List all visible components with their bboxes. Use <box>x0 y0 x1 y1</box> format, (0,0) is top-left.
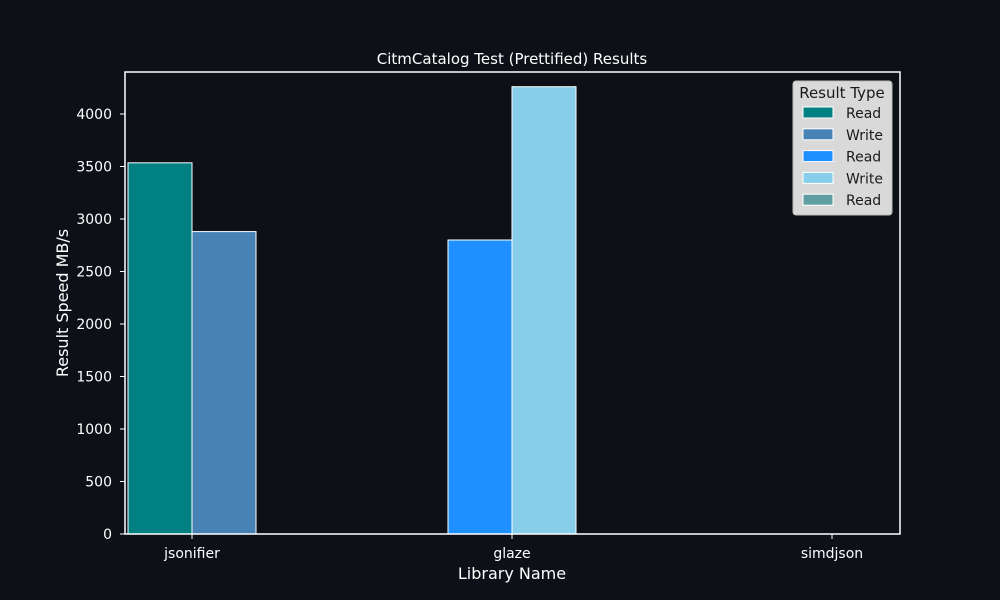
legend-swatch <box>802 106 834 119</box>
y-tick-label: 1500 <box>76 370 112 386</box>
y-tick-label: 2500 <box>76 265 112 281</box>
legend-swatch <box>802 193 834 206</box>
x-tick-label: jsonifier <box>163 546 220 562</box>
legend-label: Read <box>846 193 881 209</box>
x-axis-label: Library Name <box>458 564 566 583</box>
bar-jsonifier-read <box>127 162 193 535</box>
bar-glaze-write <box>511 86 577 535</box>
bars-layer <box>127 86 577 535</box>
y-axis-label: Result Speed MB/s <box>53 229 72 377</box>
y-tick-label: 3000 <box>76 212 112 228</box>
y-tick-label: 4000 <box>76 107 112 123</box>
x-tick-label: glaze <box>493 546 530 562</box>
y-tick-label: 3500 <box>76 160 112 176</box>
x-axis: jsonifier glaze simdjson <box>163 534 863 562</box>
legend-swatch <box>802 150 834 163</box>
legend-swatch <box>802 171 834 184</box>
y-tick-label: 0 <box>103 527 112 543</box>
legend-entries: Read Write Read Write Read <box>802 106 883 209</box>
legend-label: Write <box>846 171 883 187</box>
x-tick-label: simdjson <box>801 546 863 562</box>
chart-title: CitmCatalog Test (Prettified) Results <box>377 50 648 68</box>
legend-swatch <box>802 128 834 141</box>
legend-title: Result Type <box>799 84 885 102</box>
y-axis: 0 500 1000 1500 2000 2500 3000 3500 4000 <box>76 107 125 543</box>
legend-label: Write <box>846 128 883 144</box>
legend-label: Read <box>846 150 881 166</box>
y-tick-label: 1000 <box>76 422 112 438</box>
legend-label: Read <box>846 106 881 122</box>
y-tick-label: 500 <box>85 475 112 491</box>
bar-jsonifier-write <box>191 231 257 535</box>
legend: Result Type Read Write Read Write Read <box>792 80 893 216</box>
y-tick-label: 2000 <box>76 317 112 333</box>
bar-glaze-read <box>447 239 513 535</box>
